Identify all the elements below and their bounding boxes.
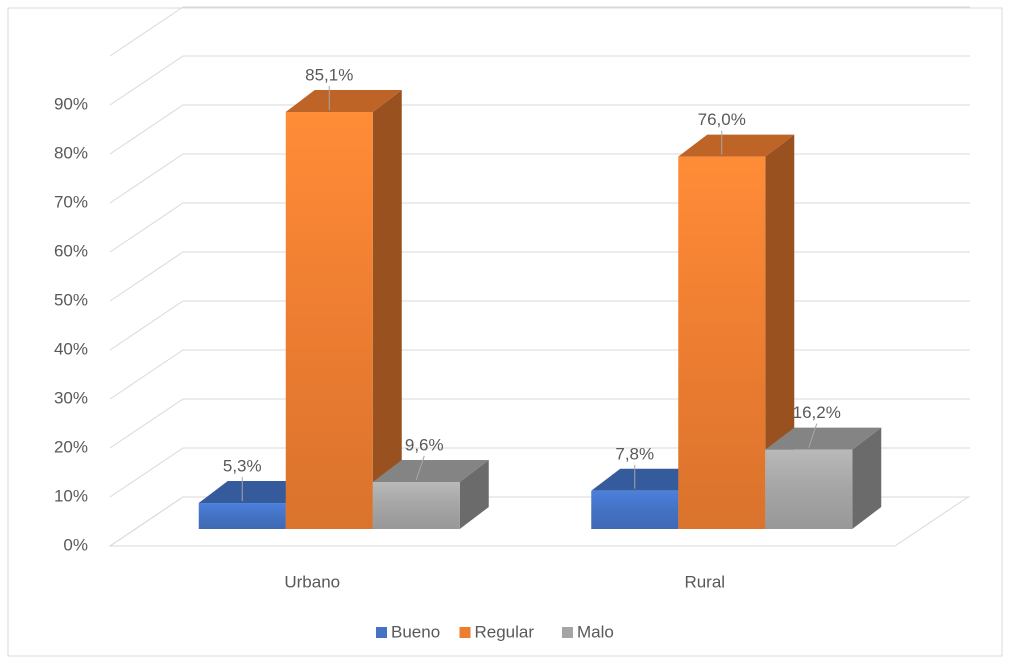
bar-side xyxy=(852,427,882,529)
bar xyxy=(285,112,373,529)
y-tick-label: 10% xyxy=(54,486,88,505)
bar-top xyxy=(765,427,882,450)
y-tick-label: 70% xyxy=(54,192,88,211)
bar-side xyxy=(765,134,795,529)
bar xyxy=(372,481,460,529)
bar xyxy=(591,490,679,529)
legend-label: Bueno xyxy=(391,622,440,641)
y-tick-label: 30% xyxy=(54,388,88,407)
data-label: 85,1% xyxy=(305,65,353,84)
legend-swatch xyxy=(562,627,573,638)
bar xyxy=(678,156,766,529)
legend-swatch xyxy=(376,627,387,638)
x-tick-label: Urbano xyxy=(284,572,340,591)
bar-top xyxy=(285,90,402,113)
bar xyxy=(198,503,286,529)
legend-label: Regular xyxy=(475,622,535,641)
y-tick-label: 90% xyxy=(54,94,88,113)
y-tick-label: 60% xyxy=(54,241,88,260)
leader-line xyxy=(808,423,818,448)
y-tick-label: 0% xyxy=(63,535,88,554)
chart-frame xyxy=(7,7,1003,657)
bar xyxy=(765,449,853,529)
bar-top xyxy=(678,134,795,157)
y-tick-label: 20% xyxy=(54,437,88,456)
data-label: 76,0% xyxy=(698,110,746,129)
bar-top xyxy=(372,459,489,482)
data-label: 9,6% xyxy=(405,435,444,454)
y-tick-label: 80% xyxy=(54,143,88,162)
grid-line xyxy=(109,104,970,155)
data-label: 16,2% xyxy=(793,403,841,422)
legend-label: Malo xyxy=(577,622,614,641)
legend-swatch xyxy=(459,627,471,638)
wall-edge xyxy=(109,6,184,57)
y-tick-label: 50% xyxy=(54,290,88,309)
bar-side xyxy=(372,90,402,529)
bar-side xyxy=(459,459,489,529)
y-tick-label: 40% xyxy=(54,339,88,358)
data-label: 7,8% xyxy=(615,444,654,463)
grid-line xyxy=(109,55,970,106)
data-label: 5,3% xyxy=(223,457,262,476)
x-tick-label: Rural xyxy=(684,572,725,591)
leader-line xyxy=(415,455,425,481)
